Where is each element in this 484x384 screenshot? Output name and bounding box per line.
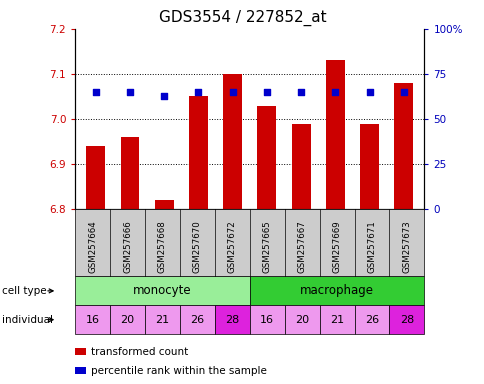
Bar	[121, 137, 139, 209]
Text: GDS3554 / 227852_at: GDS3554 / 227852_at	[158, 10, 326, 26]
Bar	[154, 200, 173, 209]
Text: 16: 16	[260, 314, 273, 325]
Text: GSM257672: GSM257672	[227, 220, 236, 273]
Text: percentile rank within the sample: percentile rank within the sample	[91, 366, 266, 376]
Point	[91, 89, 99, 95]
Text: individual: individual	[2, 314, 53, 325]
Bar	[257, 106, 276, 209]
Bar	[189, 96, 208, 209]
Text: macrophage: macrophage	[300, 285, 373, 297]
Text: GSM257664: GSM257664	[88, 220, 97, 273]
Bar	[325, 60, 344, 209]
Point	[399, 89, 407, 95]
Point	[365, 89, 373, 95]
Text: 26: 26	[190, 314, 204, 325]
Text: GSM257670: GSM257670	[193, 220, 201, 273]
Text: GSM257666: GSM257666	[123, 220, 132, 273]
Text: 21: 21	[155, 314, 169, 325]
Text: transformed count: transformed count	[91, 346, 188, 357]
Point	[331, 89, 338, 95]
Bar	[360, 124, 378, 209]
Text: cell type: cell type	[2, 286, 47, 296]
Point	[228, 89, 236, 95]
Text: GSM257667: GSM257667	[297, 220, 306, 273]
Bar	[393, 83, 412, 209]
Text: GSM257668: GSM257668	[158, 220, 166, 273]
Text: 26: 26	[364, 314, 378, 325]
Text: GSM257673: GSM257673	[402, 220, 410, 273]
Text: 28: 28	[399, 314, 413, 325]
Text: 20: 20	[120, 314, 135, 325]
Bar	[223, 74, 242, 209]
Bar	[291, 124, 310, 209]
Text: 20: 20	[294, 314, 309, 325]
Text: GSM257665: GSM257665	[262, 220, 271, 273]
Text: GSM257669: GSM257669	[332, 220, 341, 273]
Point	[262, 89, 270, 95]
Text: monocyte: monocyte	[133, 285, 191, 297]
Point	[126, 89, 134, 95]
Text: 28: 28	[225, 314, 239, 325]
Bar	[86, 146, 105, 209]
Point	[160, 93, 168, 99]
Point	[194, 89, 202, 95]
Point	[297, 89, 304, 95]
Text: GSM257671: GSM257671	[367, 220, 376, 273]
Text: 16: 16	[86, 314, 99, 325]
Text: 21: 21	[329, 314, 344, 325]
